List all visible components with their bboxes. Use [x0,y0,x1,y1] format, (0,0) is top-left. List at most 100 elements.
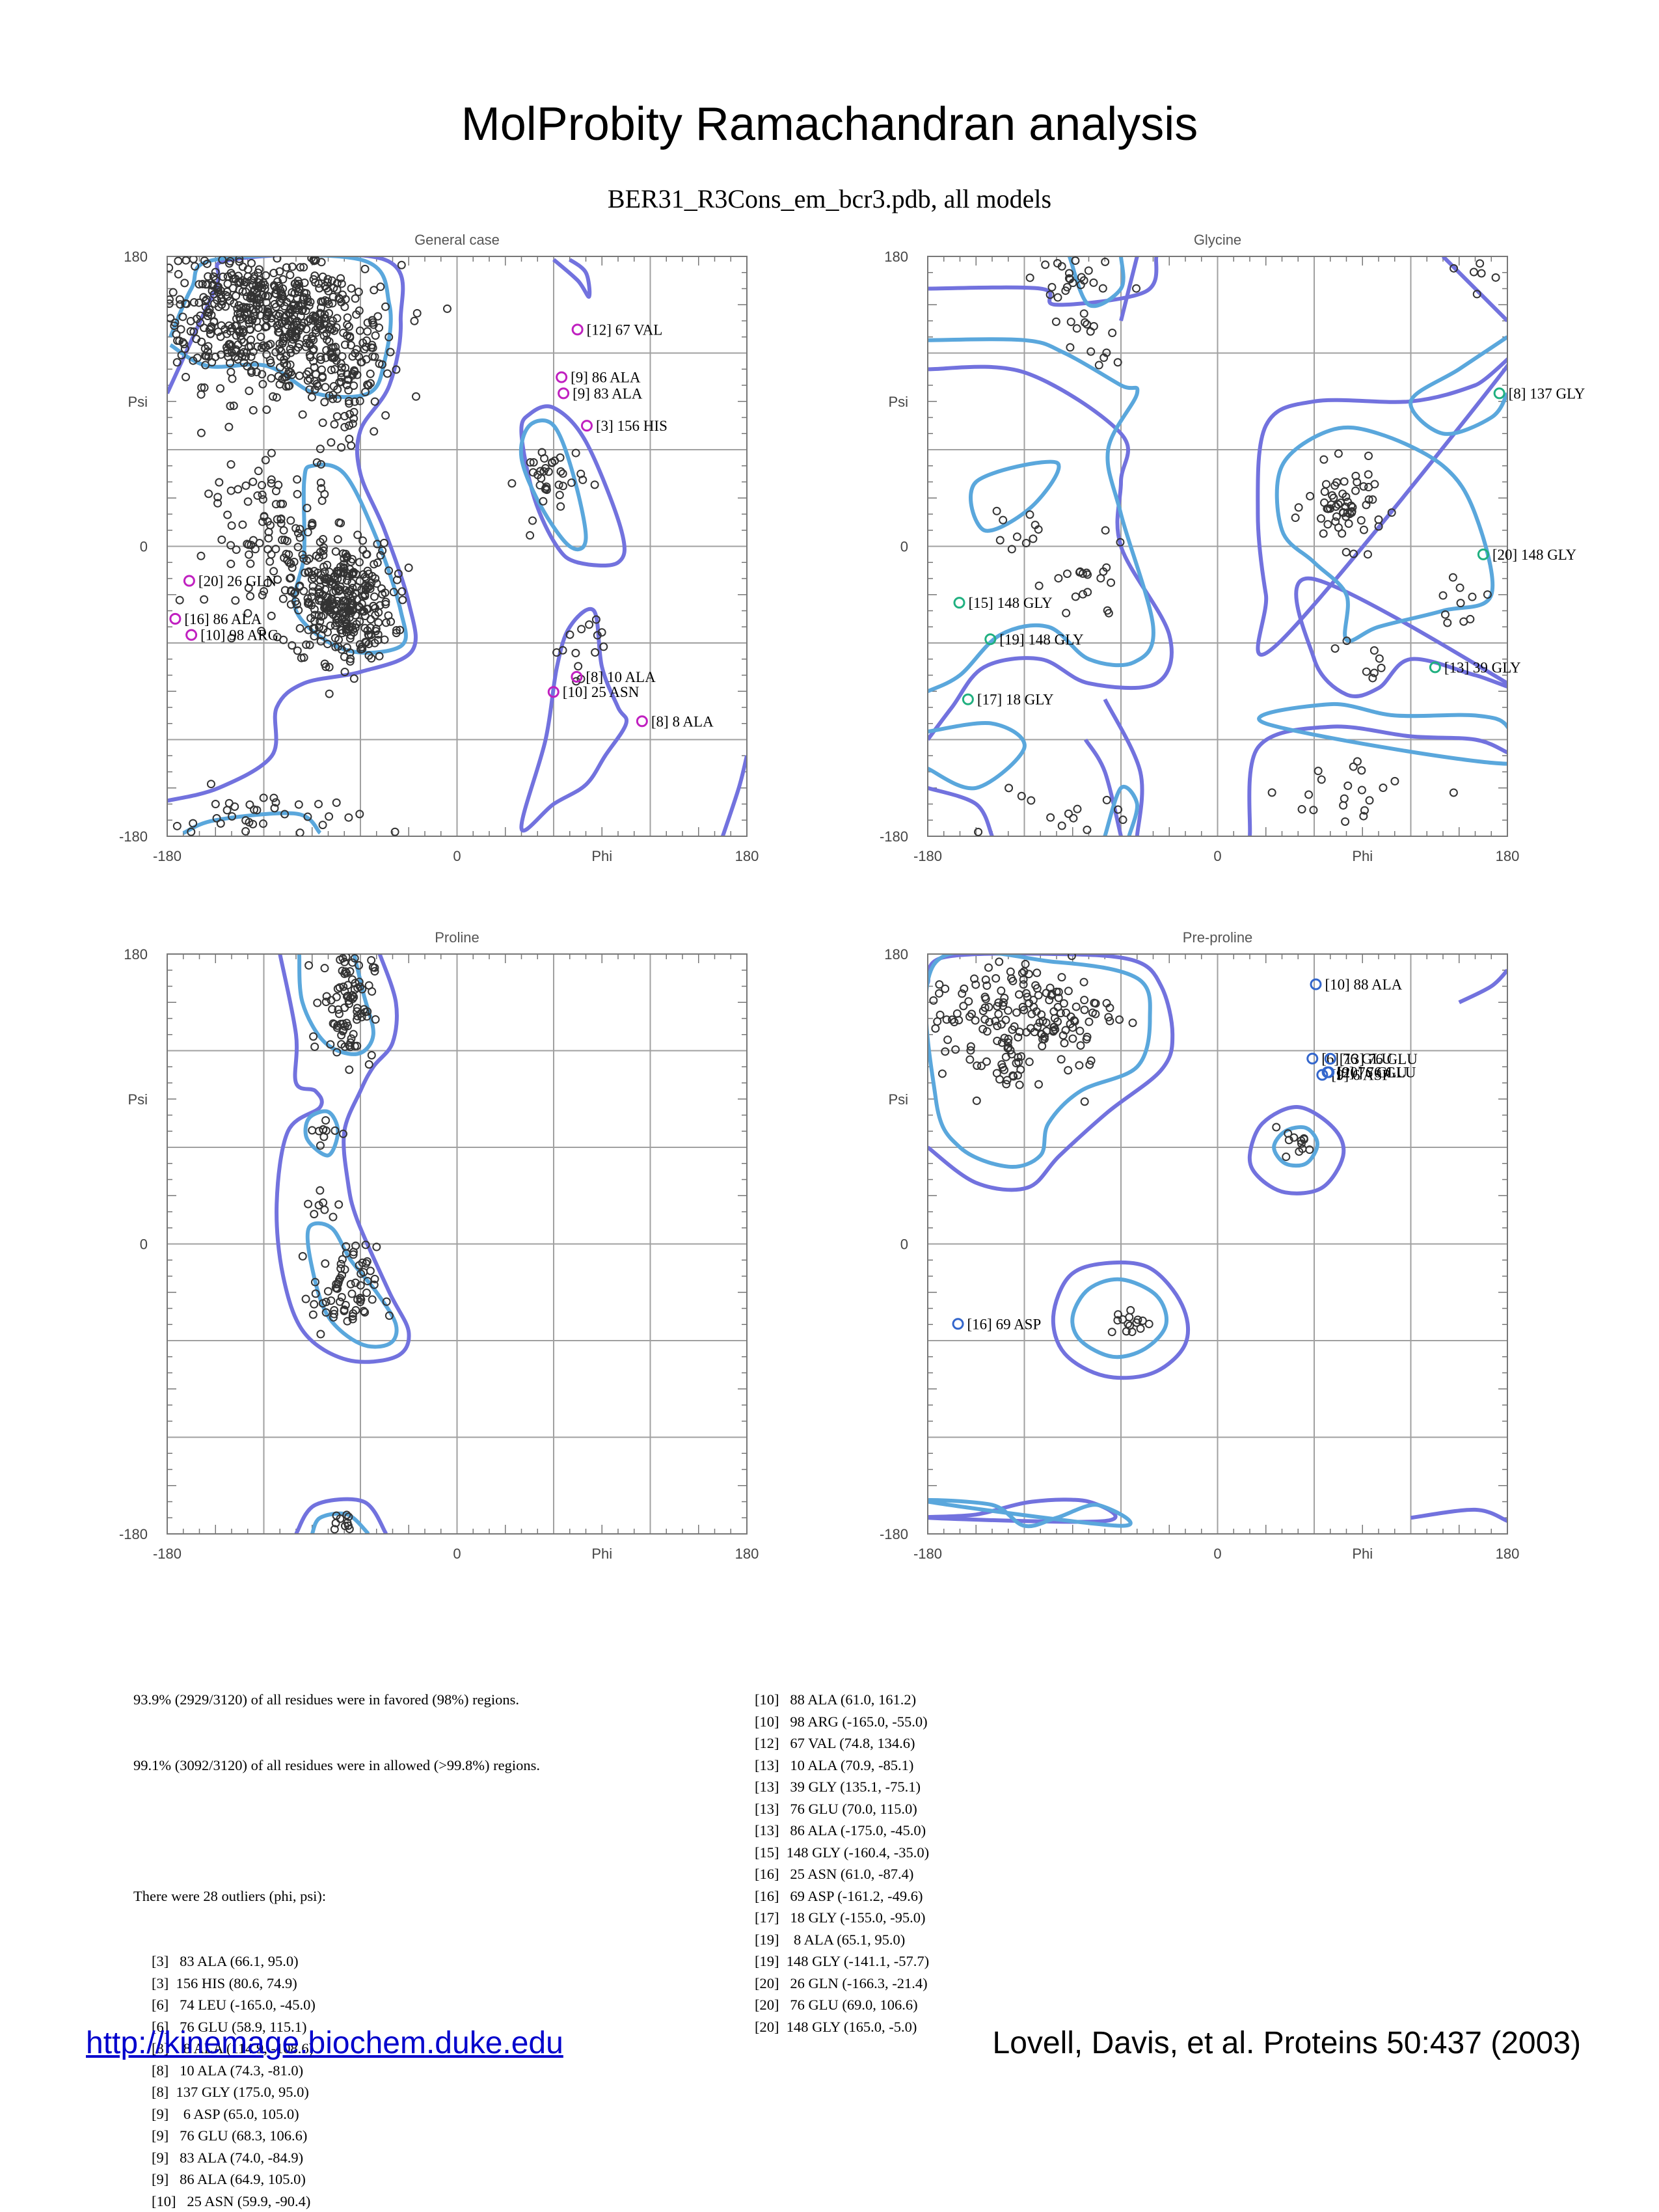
residue-point [1295,504,1302,511]
residue-point [444,305,451,312]
residue-point [356,810,363,817]
residue-point [295,543,302,551]
residue-point [345,1066,353,1073]
residue-point [345,435,353,443]
residue-point [1103,797,1111,804]
kinemage-link[interactable]: http://kinemage.biochem.duke.edu [86,2025,563,2061]
outlier-list-right: [10] 88 ALA (61.0, 161.2)[10] 98 ARG (-1… [755,1689,929,1711]
residue-point [1273,1124,1280,1131]
residue-point [1350,763,1357,771]
residue-point [317,445,324,452]
residue-point [1378,664,1385,672]
y-tick-label: 180 [884,249,908,265]
y-tick-label: 180 [124,946,148,963]
outlier-entry: [20] 148 GLY (165.0, -5.0) [755,2016,929,2038]
residue-point [316,1187,323,1194]
residue-point [176,296,183,303]
residue-point [304,1201,312,1208]
residue-point [224,512,231,519]
summary-right: [10] 88 ALA (61.0, 161.2)[10] 98 ARG (-1… [755,1645,929,1732]
residue-point [1358,787,1366,794]
residue-point [411,318,418,325]
residue-point [1468,594,1476,601]
favored-summary: 93.9% (2929/3120) of all residues were i… [133,1689,540,1711]
y-tick-label: -180 [119,1526,148,1542]
residue-point [333,994,340,1001]
residue-point [1073,1003,1080,1010]
outlier-label: [15] 148 GLY [969,595,1053,611]
residue-point [370,428,377,435]
residue-point [1065,810,1072,817]
residue-point [267,375,275,382]
residue-point [1087,348,1094,355]
residue-point [319,821,327,828]
residue-point [1002,1017,1009,1024]
residue-point [944,1036,951,1043]
residue-point [1315,767,1322,774]
residue-point [405,564,412,571]
residue-point [297,829,304,836]
residue-point [234,485,241,493]
residue-point [1069,1035,1076,1042]
residue-point [299,411,306,418]
allowed-contour [928,953,1172,1190]
residue-point [412,393,420,400]
residue-point [1065,987,1072,994]
residue-point [573,450,580,457]
residue-point [1358,767,1365,774]
residue-point [1341,795,1348,802]
residue-point [1109,329,1116,336]
residue-point [225,424,232,431]
y-tick-label: -180 [880,828,908,845]
outlier-point [953,1319,963,1329]
residue-point [375,619,382,626]
residue-point [321,1260,329,1267]
outlier-point [170,614,180,623]
outlier-point [1308,1054,1317,1063]
residue-point [191,299,198,306]
allowed-summary: 99.1% (3092/3120) of all residues were i… [133,1755,540,1777]
residue-point [1330,495,1337,502]
residue-point [1391,778,1398,785]
residue-point [368,957,375,964]
residue-point [966,1056,973,1063]
x-axis-label: Phi [591,848,612,864]
allowed-contour [723,756,747,836]
residue-point [1340,802,1347,809]
residue-point [1364,551,1371,558]
residue-point [1026,511,1033,518]
residue-point [1440,592,1447,599]
residue-point [1096,362,1103,369]
residue-point [310,1311,317,1318]
residue-point [224,280,231,288]
outlier-label: [20] 148 GLY [1492,547,1577,563]
outlier-entry: [9] 83 ALA (74.0, -84.9) [152,2147,540,2169]
residue-point [1345,520,1353,527]
residue-point [1371,481,1378,488]
residue-point [1379,784,1386,791]
residue-point [1133,285,1140,292]
residue-point [1127,1307,1134,1314]
outlier-label: [20] 76 GLU [1338,1065,1416,1081]
residue-point [362,266,369,273]
residue-point [1365,471,1372,478]
residue-point [255,467,262,474]
residue-point [997,987,1005,994]
residue-point [952,1046,959,1053]
x-axis-label: Phi [1352,848,1373,864]
residue-point [1282,1153,1289,1160]
y-tick-label: -180 [119,828,148,845]
residue-point [182,374,189,381]
residue-point [344,321,351,328]
residue-point [574,662,582,670]
residue-point [174,257,182,264]
allowed-contour [923,1499,1115,1522]
summary-left: 93.9% (2929/3120) of all residues were i… [133,1645,540,1994]
residue-point [250,407,257,414]
residue-point [294,491,301,498]
y-tick-label: -180 [880,1526,908,1542]
residue-point [1047,814,1054,821]
x-tick-label: -180 [913,848,942,864]
residue-point [165,264,172,271]
residue-point [1072,593,1079,600]
